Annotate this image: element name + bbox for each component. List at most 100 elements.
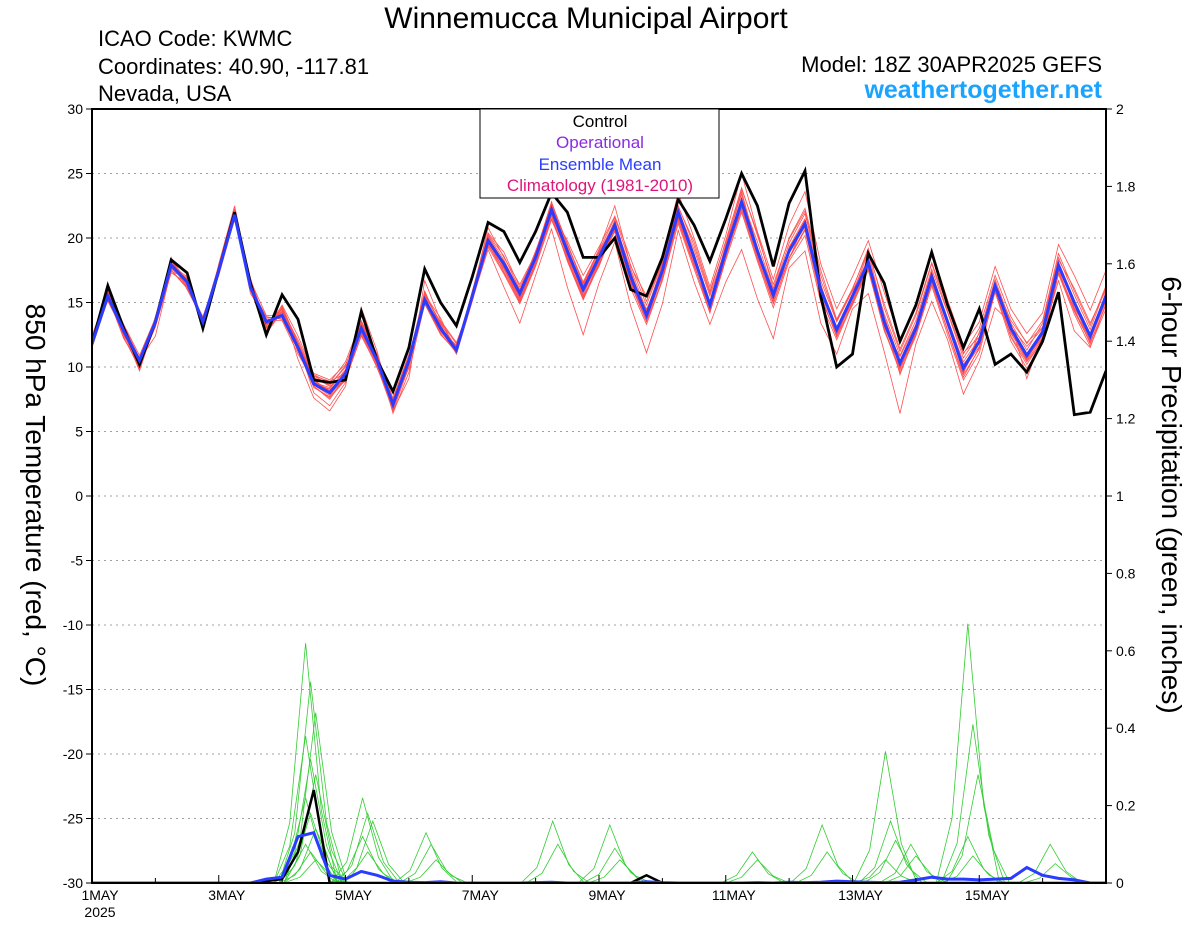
x-tick-label: 1MAY (81, 887, 119, 903)
temp-control-line (92, 166, 1106, 417)
precip-mean-line (92, 830, 1106, 883)
y-right-tick-label: 2 (1116, 101, 1124, 117)
precip-member-line (525, 843, 590, 883)
temp-member-line (92, 196, 1106, 407)
precip-member-line (330, 797, 395, 883)
y-right-tick-label: 1.8 (1116, 178, 1136, 194)
legend-operational: Operational (556, 133, 644, 152)
temp-mean-line (92, 197, 1106, 409)
temp-member-line (92, 192, 1106, 405)
x-tick-label: 11MAY (712, 887, 756, 903)
x-tick-label: 13MAY (838, 887, 884, 903)
temp-member-line (92, 200, 1106, 406)
temp-member-line (92, 210, 1106, 405)
precip-member-line (588, 859, 652, 883)
temp-member-line (92, 186, 1106, 407)
y-left-tick-label: -25 (63, 811, 83, 827)
y-right-tick-label: 0.4 (1116, 720, 1136, 736)
precip-member-line (394, 831, 458, 883)
precip-member-line (935, 623, 1000, 883)
y-right-tick-label: 1 (1116, 488, 1124, 504)
x-tick-label: 15MAY (965, 887, 1011, 903)
x-tick-sublabel: 2025 (84, 904, 115, 920)
y-left-tick-label: 30 (67, 101, 83, 117)
y-left-tick-label: 25 (67, 166, 83, 182)
precip-member-line (273, 643, 338, 883)
y-left-tick-label: 10 (67, 359, 83, 375)
chart-title: Winnemucca Municipal Airport (384, 2, 788, 35)
precip-member-line (278, 811, 343, 883)
y-right-tick-label: 0.8 (1116, 565, 1136, 581)
y-right-tick-label: 0 (1116, 875, 1124, 891)
y-left-tick-label: 5 (75, 424, 83, 440)
precip-member-line (935, 835, 1000, 883)
y-right-tick-label: 1.2 (1116, 411, 1136, 427)
precip-member-line (1018, 843, 1083, 883)
y-left-tick-label: -10 (63, 617, 83, 633)
legend-control: Control (573, 112, 628, 131)
model-run: Model: 18Z 30APR2025 GEFS (801, 52, 1102, 77)
precip-member-line (404, 859, 468, 883)
y-right-tick-label: 1.4 (1116, 333, 1136, 349)
y-left-tick-label: -30 (63, 875, 83, 891)
legend-climatology: Climatology (1981-2010) (507, 176, 693, 195)
precip-member-line (940, 724, 1005, 883)
precip-member-line (863, 839, 928, 883)
location-state: Nevada, USA (98, 81, 232, 106)
temp-member-line (92, 187, 1106, 403)
x-tick-label: 5MAY (335, 887, 373, 903)
site-link[interactable]: weathertogether.net (864, 76, 1102, 104)
axes: 302520151050-5-10-15-20-25-3021.81.61.41… (63, 101, 1136, 920)
y-left-tick-label: -5 (71, 553, 84, 569)
temp-member-line (92, 190, 1106, 411)
temp-member-line (92, 215, 1106, 414)
x-tick-label: 9MAY (588, 887, 626, 903)
coordinates: Coordinates: 40.90, -117.81 (98, 54, 370, 79)
temp-member-line (92, 171, 1106, 415)
precip-member-line (273, 735, 338, 883)
temp-member-line (92, 199, 1106, 409)
temp-member-line (92, 199, 1106, 413)
temp-member-line (92, 201, 1106, 405)
temp-member-line (92, 205, 1106, 410)
precip-member-line (790, 823, 855, 883)
x-tick-label: 3MAY (208, 887, 246, 903)
y-left-tick-label: -15 (63, 682, 83, 698)
precip-member-line (399, 843, 463, 883)
y-left-tick-label: 20 (67, 230, 83, 246)
grid-lines (92, 173, 1106, 819)
x-tick-label: 7MAY (462, 887, 500, 903)
y-left-tick-label: -20 (63, 746, 83, 762)
y-right-tick-label: 1.6 (1116, 256, 1136, 272)
precip-series (92, 623, 1106, 883)
precip-control-line (92, 789, 1106, 883)
precip-member-line (283, 712, 348, 883)
temp-member-line (92, 196, 1106, 402)
temp-member-line (92, 203, 1106, 401)
precip-member-line (520, 819, 585, 883)
precip-member-line (283, 827, 348, 883)
precip-member-line (340, 819, 405, 883)
legend: Control Operational Ensemble Mean Climat… (479, 108, 720, 199)
legend-box (479, 108, 720, 199)
precip-member-line (720, 851, 785, 883)
plot-frame (91, 108, 1107, 884)
temp-member-line (92, 200, 1106, 406)
y-right-tick-label: 0.6 (1116, 643, 1136, 659)
legend-ensemble-mean: Ensemble Mean (539, 155, 662, 174)
icao-code: ICAO Code: KWMC (98, 26, 293, 51)
y-right-tick-label: 0.2 (1116, 798, 1136, 814)
y-left-tick-label: 15 (67, 295, 83, 311)
precip-member-line (853, 859, 918, 883)
temp-member-line (92, 208, 1106, 410)
temp-member-line (92, 201, 1106, 400)
temp-member-line (92, 205, 1106, 409)
precip-member-line (945, 774, 1011, 883)
temperature-series (92, 166, 1106, 417)
precip-member-line (577, 823, 642, 883)
precip-member-line (725, 859, 790, 883)
temp-member-line (92, 200, 1106, 405)
precip-member-line (795, 851, 860, 883)
y-left-tick-label: 0 (75, 488, 83, 504)
